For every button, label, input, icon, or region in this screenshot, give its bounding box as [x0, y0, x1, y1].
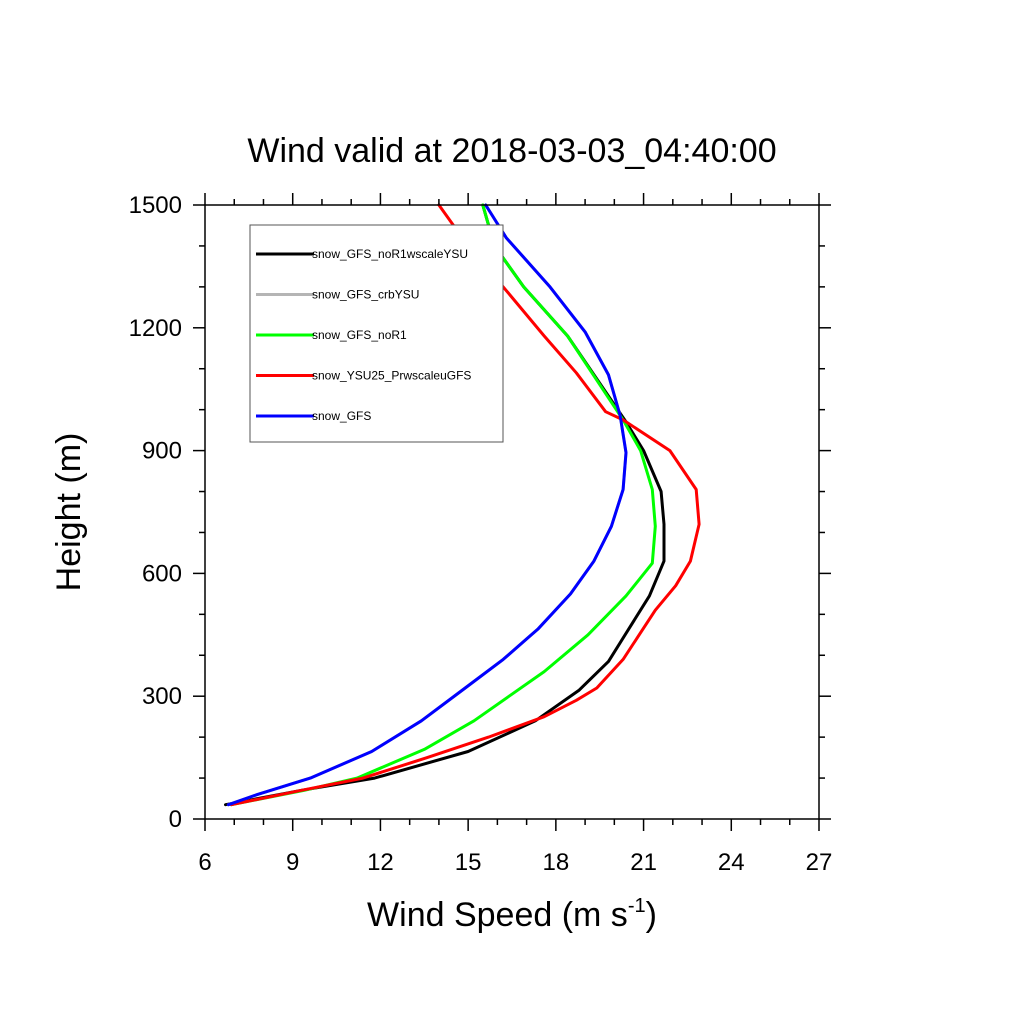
legend-label-3: snow_YSU25_PrwscaleuGFS — [312, 369, 471, 383]
series-line-3 — [229, 203, 701, 807]
y-tick-label: 600 — [142, 560, 182, 587]
x-tick-label: 21 — [630, 849, 657, 876]
legend-label-1: snow_GFS_crbYSU — [312, 288, 419, 302]
y-tick-label: 900 — [142, 438, 182, 465]
x-tick-label: 9 — [286, 849, 299, 876]
plot-frame — [204, 204, 820, 820]
legend-label-4: snow_GFS — [312, 409, 371, 423]
y-tick-labels: 0 300 600 900 1200 1500 — [129, 192, 182, 833]
y-tick-label: 300 — [142, 683, 182, 710]
series-line-2 — [229, 203, 657, 807]
x-tick-label: 27 — [806, 849, 833, 876]
y-tick-label: 0 — [169, 806, 182, 833]
chart-title: Wind valid at 2018-03-03_04:40:00 — [247, 132, 776, 170]
legend: snow_GFS_noR1wscaleYSU snow_GFS_crbYSUsno… — [249, 224, 504, 443]
series-line-4 — [226, 203, 628, 807]
x-axis-label: Wind Speed (m s-1) — [367, 895, 657, 934]
x-tick-label: 12 — [367, 849, 394, 876]
x-tick-label: 18 — [543, 849, 570, 876]
y-tick-label: 1500 — [129, 192, 182, 219]
y-tick-label: 1200 — [129, 315, 182, 342]
axis-ticks — [193, 193, 831, 831]
series-lines — [224, 203, 701, 807]
x-tick-labels: 6 9 12 15 18 21 24 27 — [198, 849, 832, 876]
x-tick-label: 24 — [718, 849, 745, 876]
legend-label-0: snow_GFS_noR1wscaleYSU — [312, 247, 468, 261]
y-axis-label: Height (m) — [50, 433, 88, 592]
legend-label-2: snow_GFS_noR1 — [312, 328, 407, 342]
x-tick-label: 6 — [198, 849, 211, 876]
x-tick-label: 15 — [455, 849, 482, 876]
